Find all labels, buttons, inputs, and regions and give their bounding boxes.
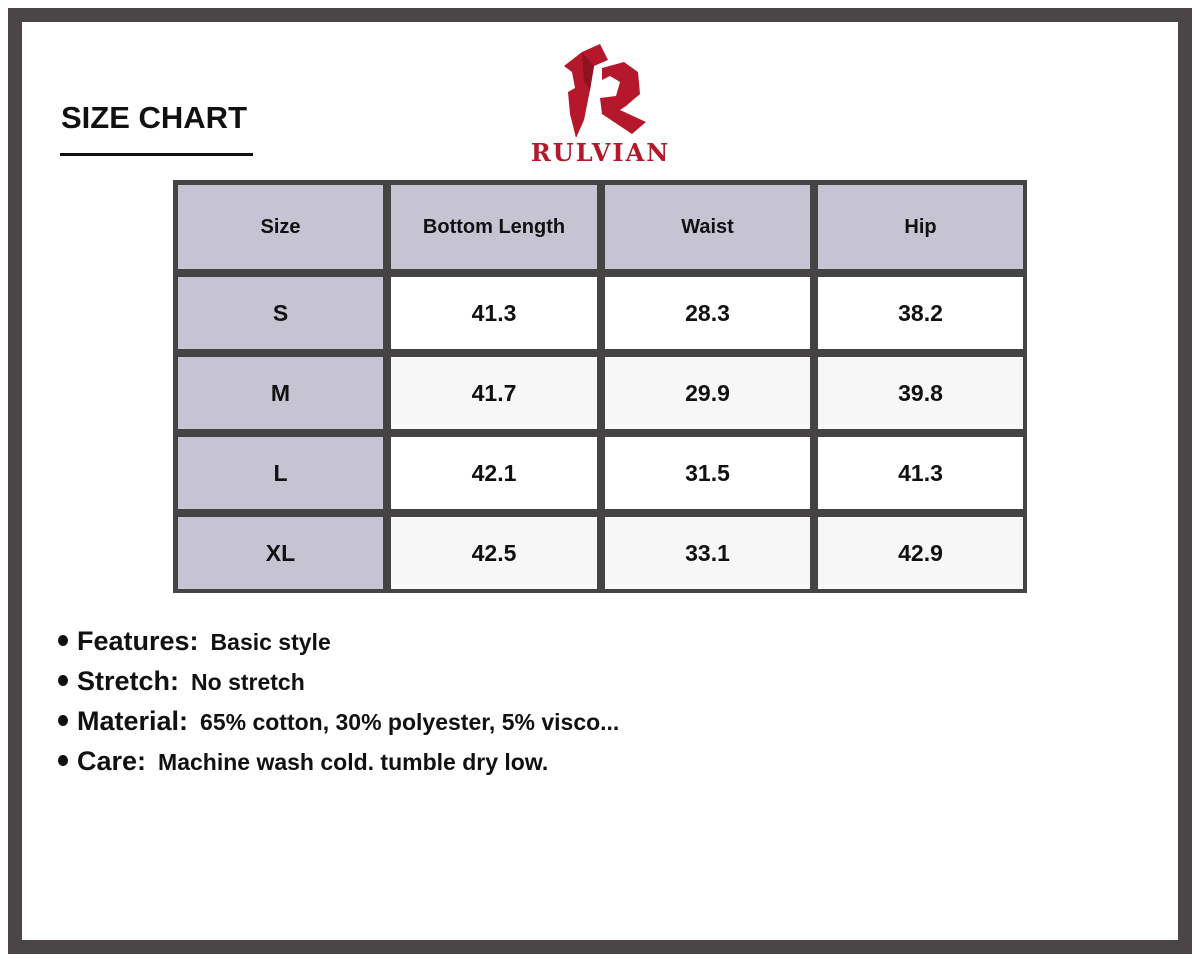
header-bottom-length: Bottom Length xyxy=(391,185,597,269)
cell-size: S xyxy=(178,277,383,349)
header-waist: Waist xyxy=(605,185,810,269)
note-stretch: Stretch: No stretch xyxy=(58,666,619,706)
cell-size: L xyxy=(178,437,383,509)
bullet-icon xyxy=(58,675,68,686)
note-material: Material: 65% cotton, 30% polyester, 5% v… xyxy=(58,706,619,746)
cell-size: M xyxy=(178,357,383,429)
cell-bottom-length: 42.1 xyxy=(391,437,597,509)
page-title: SIZE CHART xyxy=(61,100,247,135)
cell-waist: 31.5 xyxy=(605,437,810,509)
cell-waist: 29.9 xyxy=(605,357,810,429)
cell-hip: 38.2 xyxy=(818,277,1023,349)
bullet-icon xyxy=(58,715,68,726)
header-hip: Hip xyxy=(818,185,1023,269)
cell-hip: 42.9 xyxy=(818,517,1023,589)
note-care: Care: Machine wash cold. tumble dry low. xyxy=(58,746,619,786)
header-size: Size xyxy=(178,185,383,269)
brand-name: RULVIAN xyxy=(530,138,671,167)
cell-hip: 41.3 xyxy=(818,437,1023,509)
cell-waist: 33.1 xyxy=(605,517,810,589)
cell-hip: 39.8 xyxy=(818,357,1023,429)
cell-waist: 28.3 xyxy=(605,277,810,349)
note-features: Features: Basic style xyxy=(58,626,619,666)
cell-bottom-length: 41.3 xyxy=(391,277,597,349)
size-table: Size Bottom Length Waist Hip S 41.3 28.3 38… xyxy=(173,180,1027,593)
bullet-icon xyxy=(58,635,68,646)
cell-bottom-length: 42.5 xyxy=(391,517,597,589)
bullet-icon xyxy=(58,755,68,766)
brand-logo xyxy=(564,44,646,138)
title-underline xyxy=(60,153,253,156)
product-notes: Features: Basic style Stretch: No stretch … xyxy=(58,626,619,786)
cell-size: XL xyxy=(178,517,383,589)
cell-bottom-length: 41.7 xyxy=(391,357,597,429)
